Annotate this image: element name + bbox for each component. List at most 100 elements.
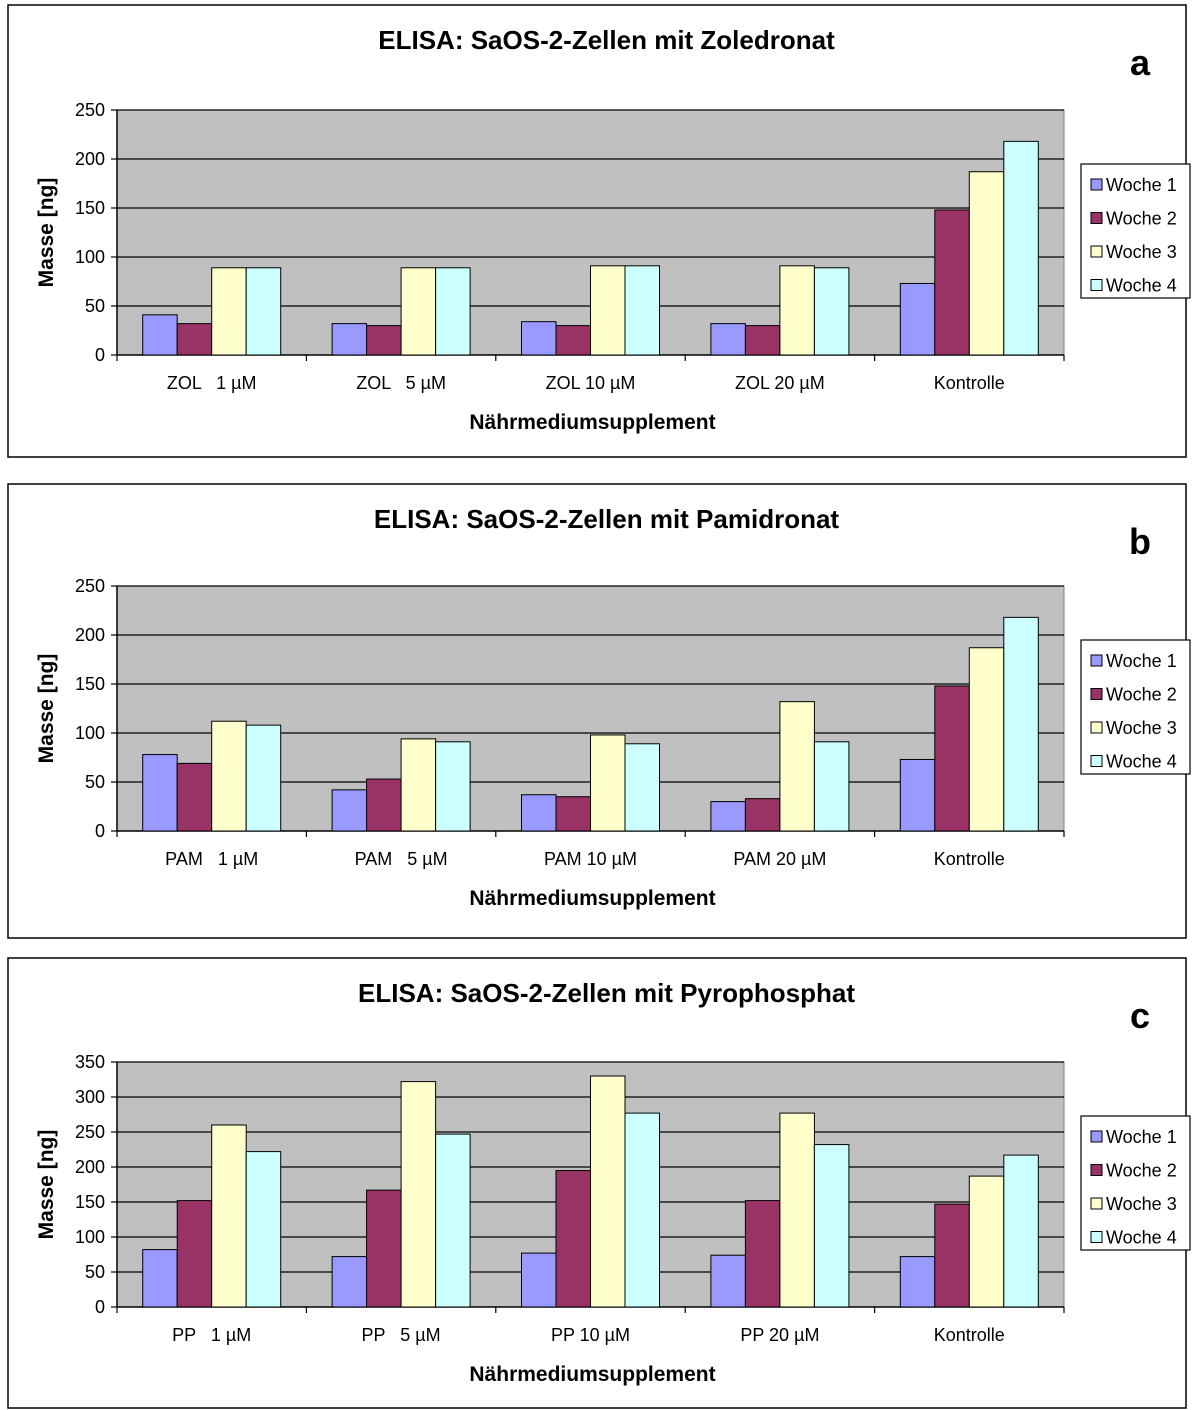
bar-3 <box>968 171 1005 356</box>
bar-1 <box>521 321 557 356</box>
bar-4 <box>435 1133 471 1308</box>
legend-label: Woche 4 <box>1106 1228 1177 1248</box>
legend-label: Woche 4 <box>1106 752 1177 772</box>
y-tick-label: 300 <box>75 1087 105 1107</box>
bar-2 <box>744 1200 781 1308</box>
bar-2 <box>176 762 213 832</box>
x-tick-label: PP 5 µM <box>362 1325 441 1345</box>
legend-label: Woche 2 <box>1106 685 1177 705</box>
x-tick-label: PP 20 µM <box>740 1325 819 1345</box>
legend-label: Woche 1 <box>1106 1127 1177 1147</box>
y-tick-label: 250 <box>75 100 105 120</box>
legend-swatch <box>1090 755 1103 767</box>
bar-2 <box>366 778 402 832</box>
legend: Woche 1 Woche 2 Woche 3 Woche 4 <box>1080 163 1191 299</box>
bar-1 <box>521 794 557 832</box>
legend: Woche 1 Woche 2 Woche 3 Woche 4 <box>1080 1115 1191 1251</box>
bar-4 <box>624 1112 660 1308</box>
legend-swatch <box>1090 279 1103 291</box>
bar-3 <box>400 738 437 832</box>
bar-2 <box>744 798 781 832</box>
y-tick-label: 100 <box>75 247 105 267</box>
bar-1 <box>331 789 368 832</box>
bar-4 <box>624 265 660 356</box>
x-axis-label: Nährmediumsupplement <box>469 1363 715 1386</box>
legend-swatch <box>1090 721 1103 734</box>
panel-letter: a <box>1130 42 1151 83</box>
bar-4 <box>1003 140 1039 356</box>
bar-1 <box>710 1254 746 1308</box>
chart-panel-c: ELISA: SaOS-2-Zellen mit Pyrophosphat c 0 5… <box>7 957 1191 1409</box>
bar-3 <box>211 1124 247 1308</box>
bar-2 <box>934 685 970 832</box>
bar-1 <box>331 323 368 356</box>
panel-letter: c <box>1130 995 1150 1036</box>
y-tick-label: 100 <box>75 723 105 743</box>
legend-swatch <box>1090 688 1103 700</box>
legend-swatch <box>1090 245 1103 258</box>
bar-4 <box>435 267 471 356</box>
y-tick-label: 250 <box>75 576 105 596</box>
bar-4 <box>245 724 282 832</box>
bar-2 <box>366 1189 402 1308</box>
bar-2 <box>366 325 402 356</box>
chart-title: ELISA: SaOS-2-Zellen mit Pyrophosphat <box>358 978 855 1008</box>
chart-title: ELISA: SaOS-2-Zellen mit Zoledronat <box>378 25 835 55</box>
legend-swatch <box>1090 212 1103 224</box>
y-tick-label: 50 <box>85 1262 105 1282</box>
x-tick-label: ZOL 1 µM <box>167 373 257 393</box>
y-axis-label: Masse [ng] <box>35 178 58 288</box>
bar-2 <box>744 325 781 356</box>
bar-3 <box>779 1112 815 1308</box>
x-axis-label: Nährmediumsupplement <box>469 411 715 434</box>
legend-swatch <box>1090 1197 1103 1210</box>
y-axis-label: Masse [ng] <box>35 1130 58 1240</box>
legend-swatch <box>1090 178 1103 191</box>
bar-1 <box>142 754 178 832</box>
bar-1 <box>331 1256 368 1308</box>
y-tick-label: 50 <box>85 296 105 316</box>
y-axis-label: Masse [ng] <box>35 654 58 764</box>
bar-3 <box>779 265 815 356</box>
x-tick-label: PAM 1 µM <box>165 849 258 869</box>
y-tick-label: 50 <box>85 772 105 792</box>
legend-swatch <box>1090 1130 1103 1143</box>
bar-4 <box>813 1144 850 1308</box>
bar-3 <box>400 267 437 356</box>
y-tick-label: 150 <box>75 674 105 694</box>
x-tick-label: PAM 20 µM <box>733 849 826 869</box>
y-tick-label: 0 <box>95 1297 105 1317</box>
bar-2 <box>176 1200 213 1308</box>
y-tick-label: 0 <box>95 345 105 365</box>
y-tick-label: 150 <box>75 1192 105 1212</box>
bar-2 <box>555 325 591 356</box>
bar-3 <box>400 1081 437 1308</box>
x-axis-label: Nährmediumsupplement <box>469 887 715 910</box>
bar-3 <box>590 265 626 356</box>
bar-4 <box>813 267 850 356</box>
bar-1 <box>521 1252 557 1308</box>
bar-4 <box>245 267 282 356</box>
bar-4 <box>435 741 471 832</box>
bar-3 <box>779 701 815 832</box>
bar-2 <box>555 796 591 832</box>
bar-3 <box>590 734 626 832</box>
x-tick-label: PAM 5 µM <box>355 849 448 869</box>
x-tick-label: Kontrolle <box>934 1325 1005 1345</box>
legend-label: Woche 3 <box>1106 1194 1177 1214</box>
legend-swatch <box>1090 1164 1103 1176</box>
x-tick-label: PP 1 µM <box>172 1325 251 1345</box>
legend-label: Woche 1 <box>1106 175 1177 195</box>
bar-3 <box>211 267 247 356</box>
chart-panel-b: ELISA: SaOS-2-Zellen mit Pamidronat b 0 50 1… <box>7 483 1191 939</box>
legend-swatch <box>1090 1231 1103 1243</box>
legend: Woche 1 Woche 2 Woche 3 Woche 4 <box>1080 639 1191 775</box>
bar-3 <box>590 1075 626 1308</box>
bar-4 <box>245 1151 282 1308</box>
bar-3 <box>968 647 1005 832</box>
y-tick-label: 0 <box>95 821 105 841</box>
bar-3 <box>968 1175 1005 1308</box>
bar-4 <box>1003 1154 1039 1308</box>
y-tick-label: 200 <box>75 1157 105 1177</box>
